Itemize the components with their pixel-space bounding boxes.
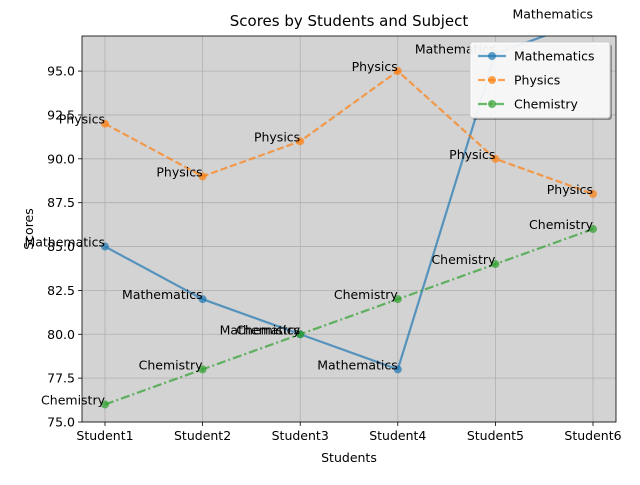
y-tick-label: 80.0: [47, 327, 75, 342]
chart-title: Scores by Students and Subject: [230, 12, 469, 30]
data-label-physics: Physics: [156, 164, 202, 179]
data-point-physics: [101, 119, 109, 128]
data-label-mathematics: Mathematics: [512, 6, 593, 21]
data-label-physics: Physics: [254, 129, 300, 144]
data-point-physics: [296, 137, 305, 146]
legend-marker-chemistry: [488, 100, 496, 108]
legend: Mathematics Physics Chemistry: [469, 41, 612, 120]
plot-frame: [81, 35, 617, 423]
data-label-physics: Physics: [449, 147, 495, 162]
data-point-chemistry: [296, 330, 305, 339]
legend-marker-mathematics: [488, 52, 496, 60]
series-line-physics: [104, 69, 594, 195]
legend-label-physics: Physics: [514, 73, 560, 88]
data-label-chemistry: Chemistry: [431, 252, 496, 267]
data-point-physics: [491, 154, 500, 163]
legend-box: [469, 41, 611, 119]
x-tick-label: Student4: [369, 428, 426, 443]
data-label-mathematics: Mathematics: [317, 357, 398, 372]
data-label-physics: Physics: [547, 182, 593, 197]
y-tick-label: 87.5: [47, 195, 75, 210]
data-point-mathematics: [198, 295, 207, 304]
y-tick-label: 82.5: [47, 283, 75, 298]
series-line-chemistry: [104, 227, 594, 406]
x-tick-label: Student6: [564, 428, 621, 443]
y-tick-label: 95.0: [47, 64, 75, 79]
data-label-chemistry: Chemistry: [41, 392, 106, 407]
data-label-chemistry: Chemistry: [529, 217, 594, 232]
y-tick-label: 90.0: [47, 151, 75, 166]
data-point-chemistry: [589, 225, 597, 233]
data-label-physics: Physics: [352, 59, 398, 74]
y-tick-label: 85.0: [47, 239, 75, 254]
data-point-mathematics: [393, 365, 402, 374]
data-label-mathematics: Mathematics: [24, 235, 105, 250]
y-tick-label: 75.0: [47, 415, 75, 430]
y-tick-label: 92.5: [47, 107, 75, 122]
x-tick-label: Student1: [76, 428, 133, 443]
legend-label-mathematics: Mathematics: [514, 49, 595, 64]
data-label-mathematics: Mathematics: [220, 322, 301, 337]
y-tick-label: 77.5: [47, 371, 75, 386]
x-tick-label: Student2: [174, 428, 231, 443]
data-point-mathematics: [101, 242, 109, 251]
data-point-physics: [393, 67, 402, 76]
data-point-chemistry: [198, 365, 207, 374]
data-point-chemistry: [393, 295, 402, 304]
x-tick-label: Student5: [467, 428, 524, 443]
y-axis-label: Scores: [21, 208, 36, 250]
legend-label-chemistry: Chemistry: [514, 97, 579, 112]
data-point-physics: [589, 189, 597, 198]
data-label-chemistry: Chemistry: [139, 357, 204, 372]
data-point-physics: [198, 172, 207, 181]
x-tick-label: Student3: [272, 428, 329, 443]
data-point-chemistry: [101, 400, 109, 409]
data-label-chemistry: Chemistry: [236, 322, 301, 337]
data-label-chemistry: Chemistry: [334, 287, 399, 302]
x-axis-label: Students: [321, 450, 377, 465]
data-label-mathematics: Mathematics: [122, 287, 203, 302]
data-point-chemistry: [491, 260, 500, 269]
legend-marker-physics: [488, 76, 496, 84]
